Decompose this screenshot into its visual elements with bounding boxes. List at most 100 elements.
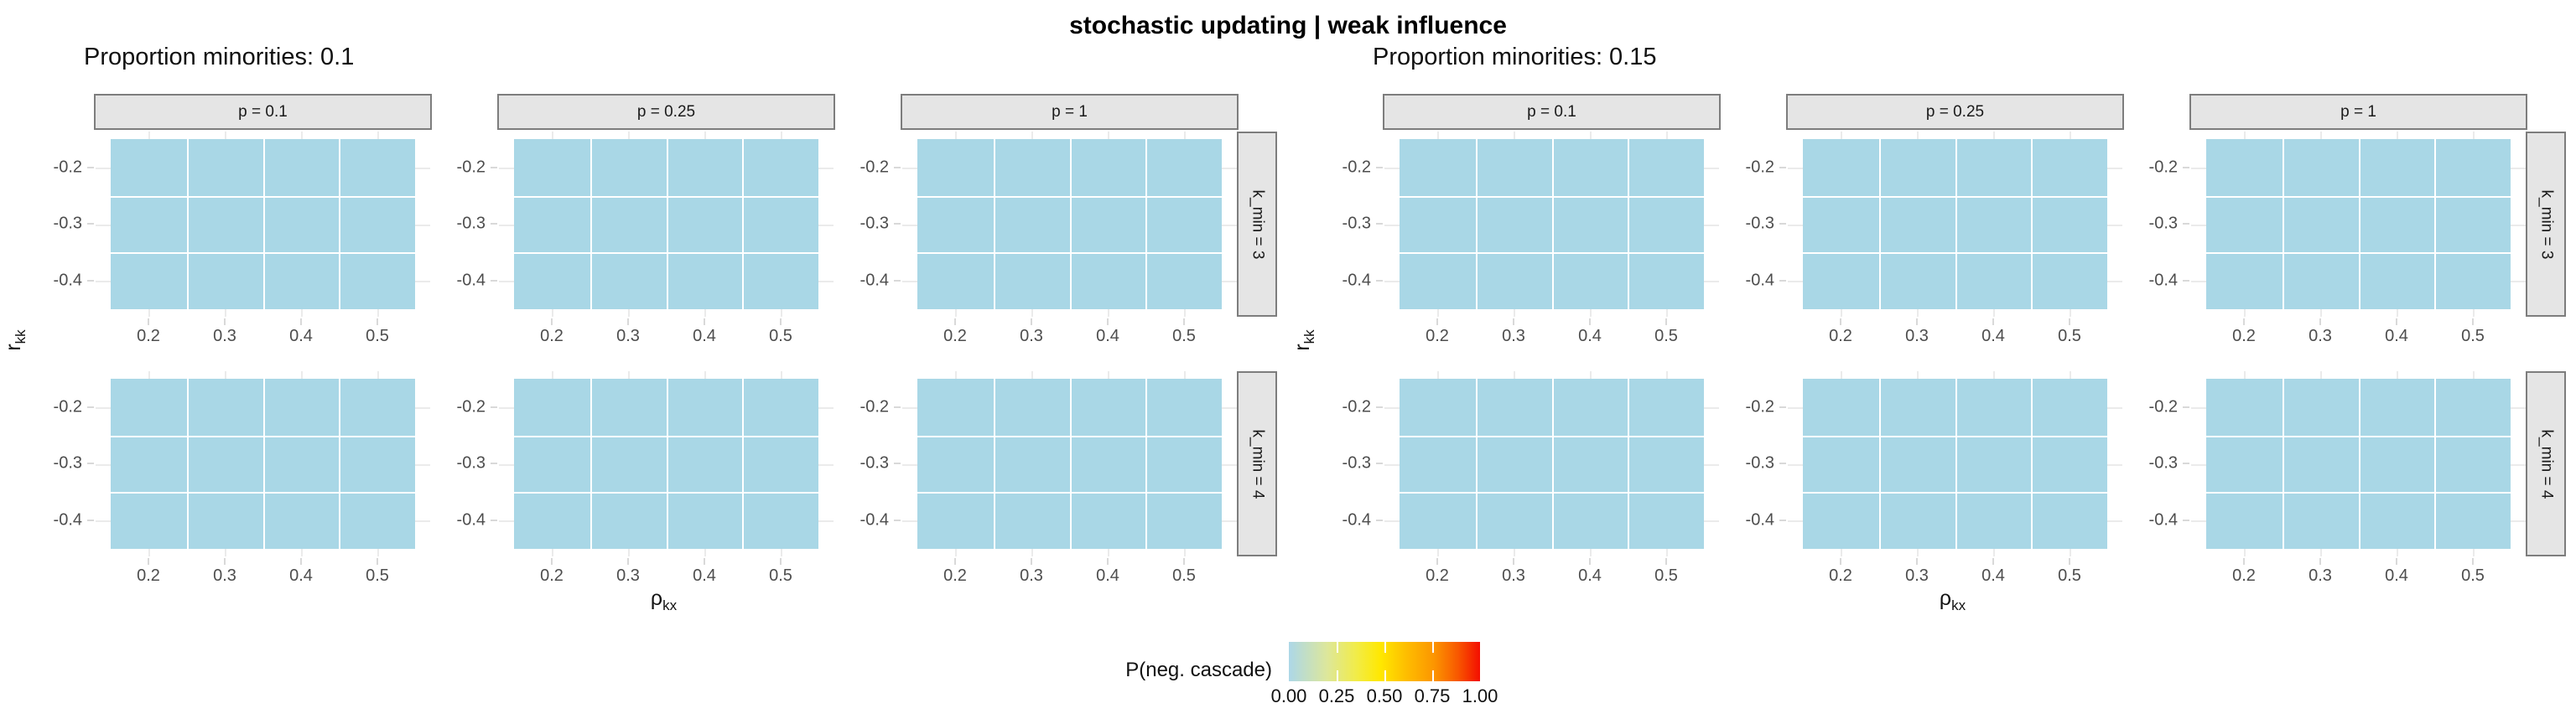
subfigure-subtitle: Proportion minorities: 0.1 xyxy=(84,44,355,70)
y-tick-label: -0.4 xyxy=(456,271,486,290)
tile-divider xyxy=(917,435,1222,437)
tile-divider xyxy=(742,139,745,309)
x-tick-label: 0.4 xyxy=(1981,327,2005,345)
y-axis-title: rkk xyxy=(1290,329,1317,351)
x-tick-label: 0.2 xyxy=(943,327,967,345)
tile-divider xyxy=(1551,139,1554,309)
x-tick-mark xyxy=(2243,558,2245,565)
x-tick-mark xyxy=(2396,558,2397,565)
facet-strip-p: p = 0.1 xyxy=(1383,94,1721,130)
y-tick-mark xyxy=(2183,280,2189,282)
tile-divider xyxy=(2206,252,2511,255)
tile-divider xyxy=(589,379,592,549)
legend-tick-label: 1.00 xyxy=(1462,685,1498,706)
y-tick-label: -0.2 xyxy=(2148,158,2178,177)
x-tick-mark xyxy=(377,558,378,565)
tile-divider xyxy=(666,139,668,309)
heatmap-tiles xyxy=(2206,379,2511,549)
tile-divider xyxy=(1400,435,1704,437)
tile-divider xyxy=(666,379,668,549)
heatmap-tiles xyxy=(514,379,818,549)
tile-divider xyxy=(1878,379,1881,549)
heatmap-tiles xyxy=(917,379,1222,549)
y-tick-label: -0.4 xyxy=(860,271,889,290)
x-tick-label: 0.3 xyxy=(1905,566,1929,585)
y-tick-mark xyxy=(1376,463,1383,464)
subfigure-proportion-0.1: Proportion minorities: 0.1 rkk ρkx p = 0… xyxy=(0,0,1288,637)
x-tick-mark xyxy=(551,558,553,565)
y-tick-mark xyxy=(2183,167,2189,168)
y-tick-label: -0.2 xyxy=(53,397,82,416)
heatmap-tiles xyxy=(111,379,415,549)
y-axis-title: rkk xyxy=(1,329,29,351)
facet-strip-p: p = 1 xyxy=(2189,94,2527,130)
heatmap-tiles xyxy=(1803,139,2107,309)
x-tick-label: 0.3 xyxy=(1020,566,1043,585)
y-tick-mark xyxy=(894,463,901,464)
tile-divider xyxy=(2358,379,2360,549)
y-tick-label: -0.3 xyxy=(1745,214,1774,233)
tile-divider xyxy=(111,252,415,255)
x-tick-mark xyxy=(780,558,782,565)
tile-divider xyxy=(339,379,341,549)
x-tick-mark xyxy=(1107,558,1109,565)
x-tick-label: 0.3 xyxy=(213,327,236,345)
heatmap-panel xyxy=(1384,132,1719,317)
x-tick-label: 0.4 xyxy=(289,566,313,585)
y-tick-mark xyxy=(2183,463,2189,464)
x-tick-mark xyxy=(1840,558,1841,565)
y-tick-mark xyxy=(491,463,497,464)
y-tick-mark xyxy=(491,223,497,225)
y-tick-mark xyxy=(2183,223,2189,225)
y-tick-mark xyxy=(1376,167,1383,168)
colorbar-tick xyxy=(1384,670,1386,681)
heatmap-tiles xyxy=(514,139,818,309)
heatmap-panel xyxy=(96,371,430,556)
x-tick-label: 0.4 xyxy=(693,566,716,585)
x-tick-label: 0.2 xyxy=(2232,566,2256,585)
y-tick-label: -0.2 xyxy=(860,397,889,416)
heatmap-panel xyxy=(499,132,834,317)
tile-divider xyxy=(2206,492,2511,494)
x-tick-mark xyxy=(1665,558,1667,565)
tile-divider xyxy=(1628,379,1630,549)
y-tick-mark xyxy=(1779,223,1786,225)
x-tick-label: 0.4 xyxy=(1578,566,1602,585)
x-tick-mark xyxy=(148,558,149,565)
x-tick-mark xyxy=(224,318,226,325)
y-tick-label: -0.3 xyxy=(53,453,82,473)
y-tick-label: -0.2 xyxy=(456,158,486,177)
x-tick-label: 0.3 xyxy=(1502,566,1525,585)
y-tick-mark xyxy=(894,223,901,225)
y-tick-mark xyxy=(1779,520,1786,521)
x-tick-mark xyxy=(1031,558,1032,565)
y-tick-label: -0.3 xyxy=(1342,214,1371,233)
x-tick-label: 0.2 xyxy=(1426,566,1449,585)
y-tick-mark xyxy=(1376,520,1383,521)
tile-divider xyxy=(2031,139,2033,309)
x-tick-mark xyxy=(148,318,149,325)
x-tick-mark xyxy=(1183,318,1185,325)
x-tick-label: 0.5 xyxy=(1654,566,1678,585)
y-tick-label: -0.4 xyxy=(456,510,486,530)
y-tick-label: -0.3 xyxy=(860,453,889,473)
x-tick-mark xyxy=(2069,558,2070,565)
x-tick-label: 0.5 xyxy=(1654,327,1678,345)
y-tick-mark xyxy=(87,406,94,408)
facet-strip-kmin: k_min = 4 xyxy=(2526,371,2566,556)
heatmap-panel xyxy=(96,132,430,317)
x-tick-label: 0.3 xyxy=(1020,327,1043,345)
y-tick-label: -0.3 xyxy=(860,214,889,233)
tile-divider xyxy=(514,492,818,494)
x-tick-mark xyxy=(377,318,378,325)
tile-divider xyxy=(1803,252,2107,255)
x-tick-mark xyxy=(1665,318,1667,325)
heatmap-tiles xyxy=(1803,379,2107,549)
x-tick-mark xyxy=(627,558,629,565)
x-tick-mark xyxy=(2319,558,2321,565)
tile-divider xyxy=(1628,139,1630,309)
y-tick-label: -0.3 xyxy=(456,214,486,233)
x-tick-mark xyxy=(954,558,956,565)
facet-strip-kmin-label: k_min = 4 xyxy=(2537,429,2555,499)
y-tick-label: -0.2 xyxy=(1745,397,1774,416)
